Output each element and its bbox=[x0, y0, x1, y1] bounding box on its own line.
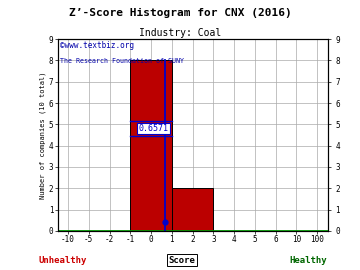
Text: Score: Score bbox=[168, 256, 195, 265]
Text: The Research Foundation of SUNY: The Research Foundation of SUNY bbox=[60, 58, 184, 64]
Bar bbox=[130, 60, 172, 231]
Text: 0.6571: 0.6571 bbox=[138, 124, 168, 133]
Bar bbox=[172, 188, 213, 231]
Text: ©www.textbiz.org: ©www.textbiz.org bbox=[60, 41, 134, 50]
Y-axis label: Number of companies (10 total): Number of companies (10 total) bbox=[40, 71, 46, 199]
Text: Z’-Score Histogram for CNX (2016): Z’-Score Histogram for CNX (2016) bbox=[69, 8, 291, 18]
Text: Healthy: Healthy bbox=[289, 256, 327, 265]
Text: Industry: Coal: Industry: Coal bbox=[139, 28, 221, 38]
Text: Unhealthy: Unhealthy bbox=[39, 256, 87, 265]
